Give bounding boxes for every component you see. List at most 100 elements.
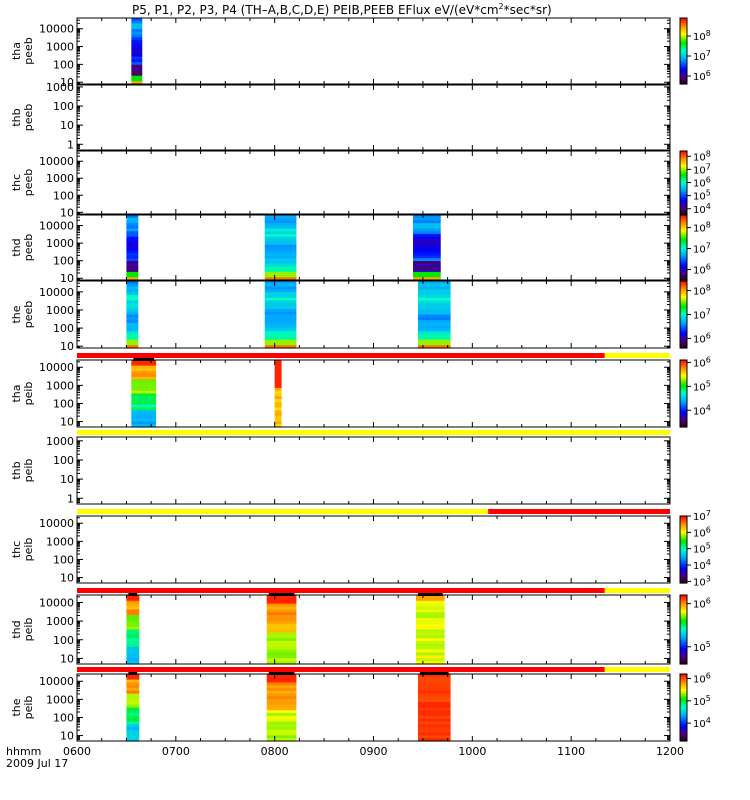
spectrogram-cell <box>131 70 143 74</box>
colorbar-cell <box>680 24 687 27</box>
colorbar-cell <box>680 201 687 204</box>
panel-thc-peib: 103 104 105 106 107 <box>76 509 711 588</box>
colorbar-cell <box>680 282 687 285</box>
colorbar-frame <box>679 594 688 665</box>
spectrogram-cell <box>417 718 451 723</box>
colorbar-cell <box>680 165 687 168</box>
y-tick-label: 10 <box>60 206 74 219</box>
status-bar-segment <box>77 353 605 358</box>
y-tick-label: 10 <box>60 473 74 486</box>
spectrogram-burst <box>274 360 282 428</box>
spectrogram-cell <box>266 693 297 697</box>
colorbar-cell <box>680 321 687 324</box>
spectrogram-cell <box>417 281 451 285</box>
colorbar-cell <box>680 524 687 527</box>
panel-tha-peeb: 106 107 108 <box>76 17 711 85</box>
spectrogram-cell <box>131 23 143 27</box>
y-tick-label: 10000 <box>39 23 74 36</box>
spectrogram-cell <box>126 286 139 290</box>
spectrogram-cell <box>126 320 139 324</box>
spectrogram-cell <box>131 360 157 364</box>
colorbar-cell <box>680 247 687 250</box>
spectrogram-burst <box>264 215 297 281</box>
spectrogram-cell <box>415 649 445 654</box>
spectrogram-burst <box>413 215 441 281</box>
spectrogram-cell <box>126 682 140 686</box>
spectrogram-cell <box>264 339 297 344</box>
spectrogram-cell <box>131 45 143 49</box>
spectrogram-burst <box>264 281 297 349</box>
colorbar-cell <box>680 517 687 520</box>
colorbar-tick-label: 105 <box>693 694 711 708</box>
spectrogram-cell <box>126 732 140 737</box>
spectrogram-cell <box>266 699 297 703</box>
colorbar-cell <box>680 176 687 179</box>
colorbar-cell <box>680 705 687 709</box>
spectrogram-cell <box>415 615 445 619</box>
spectrogram-cell <box>131 18 143 22</box>
spectrogram-cell <box>413 269 441 273</box>
colorbar-tick-label: 106 <box>693 331 711 345</box>
colorbar-cell <box>680 331 687 334</box>
colorbar-tick-label: 103 <box>693 574 711 588</box>
spectrogram-cell <box>264 345 297 349</box>
panel-frame <box>76 84 671 151</box>
colorbar-cell <box>680 184 687 187</box>
y-tick-label: 10000 <box>39 517 74 530</box>
spectrogram-cell <box>415 620 445 625</box>
spectrogram-cell <box>264 314 297 318</box>
colorbar-cell <box>680 236 687 239</box>
colorbar-cell <box>680 32 687 36</box>
y-tick-label: 100 <box>53 189 74 202</box>
spectrogram-cell <box>131 62 143 66</box>
colorbar-tick-label: 105 <box>693 542 711 556</box>
colorbar-cell <box>680 157 687 160</box>
colorbar-cell <box>680 722 687 725</box>
colorbar-cell <box>680 420 687 423</box>
colorbar-cell <box>680 416 687 420</box>
spectrogram-cell <box>274 407 282 411</box>
spectrogram-cell <box>126 306 139 310</box>
colorbar-cell <box>680 546 687 549</box>
panel-probe-label: the <box>10 698 23 716</box>
colorbar-cell <box>680 537 687 541</box>
spectrogram-cell <box>264 258 297 262</box>
colorbar-tick-exponent: 4 <box>706 403 711 412</box>
y-tick-label: 10000 <box>39 220 74 233</box>
colorbar-cell <box>680 198 687 201</box>
spectrogram-cell <box>266 658 297 662</box>
spectrogram-cell <box>274 362 282 367</box>
colorbar-tick-label: 108 <box>693 29 711 43</box>
spectrogram-cell <box>417 303 451 307</box>
colorbar-cell <box>680 527 687 530</box>
spectrogram-cell <box>126 269 139 273</box>
colorbar-cell <box>680 268 687 271</box>
spectrogram-cell <box>126 597 140 602</box>
colorbar-cell <box>680 732 687 735</box>
colorbar-cell <box>680 19 687 22</box>
y-tick-label: 1000 <box>46 435 74 448</box>
spectrogram-cell <box>274 371 282 375</box>
spectrogram-cell <box>126 325 139 330</box>
spectrogram-cell <box>126 300 139 304</box>
y-tick-label: 100 <box>53 255 74 268</box>
colorbar-cell <box>680 636 687 639</box>
colorbar-cell <box>680 168 687 171</box>
colorbar-tick-label: 104 <box>693 716 711 730</box>
panel-product-label: peeb <box>22 104 35 132</box>
spectrogram-cell <box>264 250 297 254</box>
spectrogram-cell <box>413 247 441 251</box>
spectrogram-cell <box>264 297 297 302</box>
spectrogram-cell <box>131 415 157 420</box>
spectrogram-cell <box>126 679 140 683</box>
colorbar-cell <box>680 695 687 699</box>
colorbar-tick-label: 106 <box>693 176 711 190</box>
colorbar-cell <box>680 219 687 223</box>
spectrogram-cell <box>126 263 139 268</box>
colorbar: 105 106 <box>679 594 711 665</box>
colorbar-cell <box>680 692 687 695</box>
colorbar-cell <box>680 415 687 418</box>
spectrogram-cell <box>264 306 297 310</box>
spectrogram-cell <box>266 701 297 706</box>
colorbar-tick-exponent: 7 <box>706 162 711 171</box>
